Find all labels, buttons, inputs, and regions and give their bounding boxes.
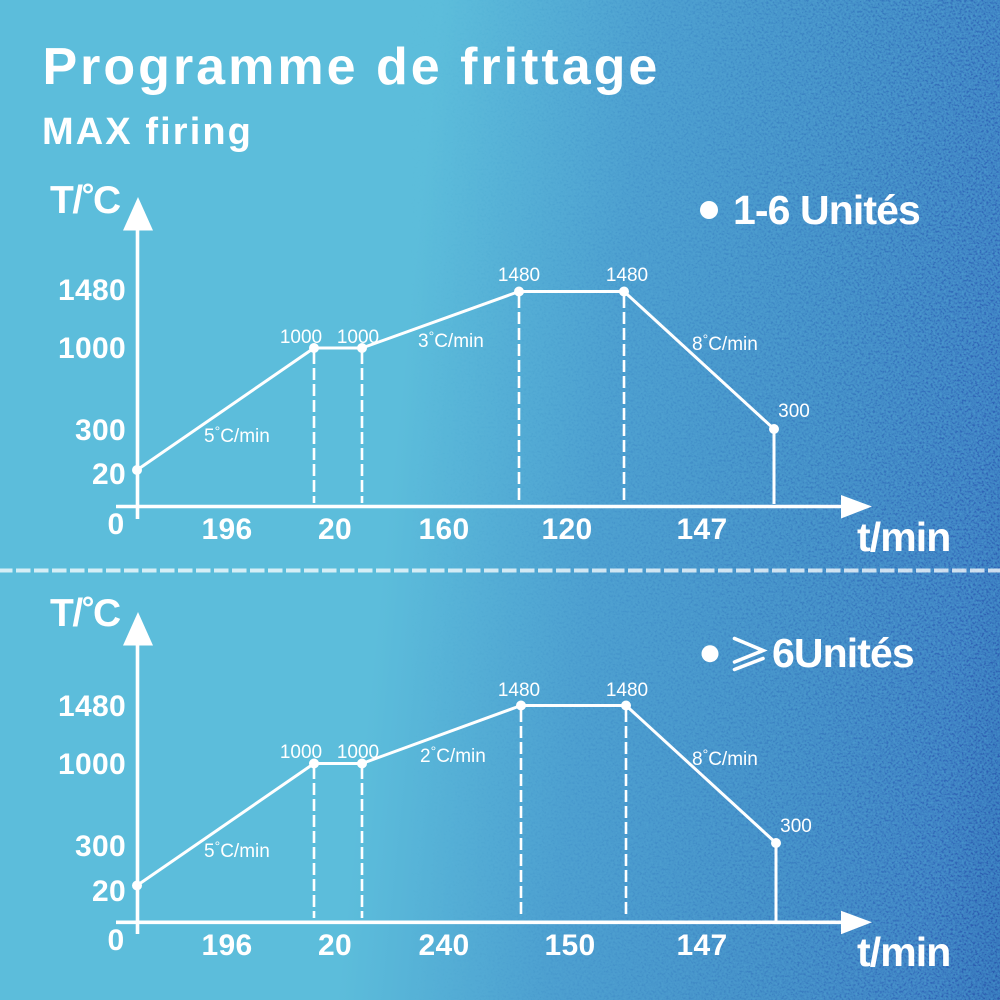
svg-text:160: 160 bbox=[419, 513, 470, 546]
svg-text:1000: 1000 bbox=[280, 742, 322, 763]
svg-text:t/min: t/min bbox=[857, 929, 950, 975]
svg-text:MAX firing: MAX firing bbox=[42, 111, 253, 153]
svg-text:8°C/min: 8°C/min bbox=[692, 331, 758, 355]
svg-text:0: 0 bbox=[108, 924, 125, 957]
svg-text:2°C/min: 2°C/min bbox=[420, 743, 486, 767]
svg-text:1000: 1000 bbox=[280, 327, 322, 348]
svg-text:T/°C: T/°C bbox=[50, 590, 121, 635]
svg-text:147: 147 bbox=[677, 929, 728, 962]
svg-text:5°C/min: 5°C/min bbox=[204, 838, 270, 862]
svg-text:300: 300 bbox=[75, 414, 126, 447]
svg-text:3°C/min: 3°C/min bbox=[418, 328, 484, 352]
svg-text:1480: 1480 bbox=[498, 265, 540, 286]
svg-text:150: 150 bbox=[545, 929, 596, 962]
svg-text:1480: 1480 bbox=[58, 690, 126, 723]
svg-text:300: 300 bbox=[780, 816, 812, 837]
svg-text:1000: 1000 bbox=[337, 742, 379, 763]
svg-text:20: 20 bbox=[92, 875, 126, 908]
svg-text:240: 240 bbox=[419, 929, 470, 962]
svg-text:8°C/min: 8°C/min bbox=[692, 746, 758, 770]
svg-text:Programme de frittage: Programme de frittage bbox=[43, 38, 661, 96]
svg-text:0: 0 bbox=[108, 508, 125, 541]
svg-text:196: 196 bbox=[202, 513, 253, 546]
svg-text:1000: 1000 bbox=[58, 332, 126, 365]
svg-text:1-6 Unités: 1-6 Unités bbox=[733, 187, 920, 233]
svg-text:147: 147 bbox=[677, 513, 728, 546]
svg-text:20: 20 bbox=[318, 929, 352, 962]
svg-text:196: 196 bbox=[202, 929, 253, 962]
svg-text:1480: 1480 bbox=[606, 680, 648, 701]
svg-text:20: 20 bbox=[92, 458, 126, 491]
svg-text:1480: 1480 bbox=[498, 680, 540, 701]
svg-text:1480: 1480 bbox=[606, 265, 648, 286]
svg-text:1480: 1480 bbox=[58, 274, 126, 307]
svg-text:T/°C: T/°C bbox=[50, 177, 121, 222]
svg-text:20: 20 bbox=[318, 513, 352, 546]
svg-text:1000: 1000 bbox=[337, 327, 379, 348]
svg-text:300: 300 bbox=[778, 401, 810, 422]
svg-text:1000: 1000 bbox=[58, 748, 126, 781]
svg-text:300: 300 bbox=[75, 830, 126, 863]
svg-text:t/min: t/min bbox=[857, 514, 950, 560]
svg-text:5°C/min: 5°C/min bbox=[204, 423, 270, 447]
svg-text:120: 120 bbox=[542, 513, 593, 546]
svg-text:6Unités: 6Unités bbox=[772, 630, 914, 676]
